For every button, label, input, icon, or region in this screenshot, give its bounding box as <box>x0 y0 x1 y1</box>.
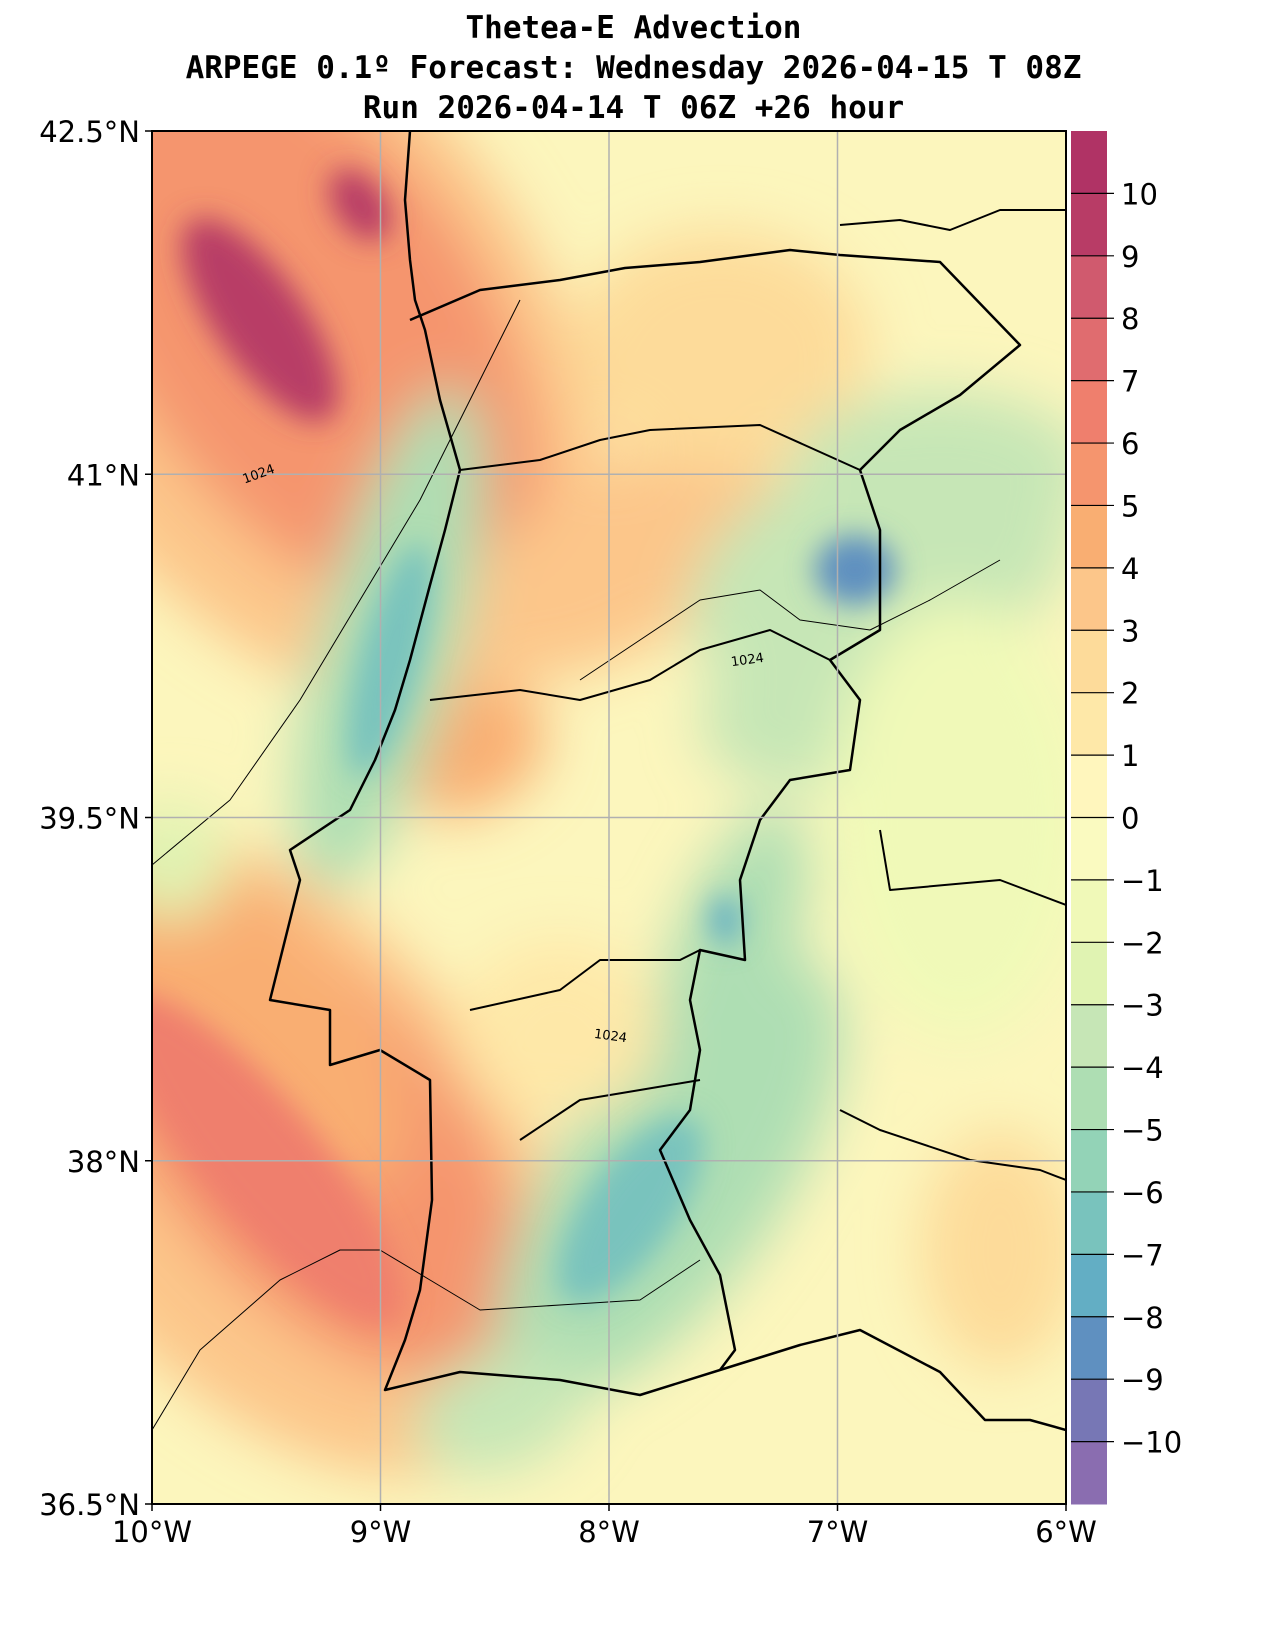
colorbar-band <box>1071 879 1107 943</box>
colorbar-tick-label: 1 <box>1121 739 1139 773</box>
colorbar-tick-label: 10 <box>1121 177 1158 211</box>
field-blob <box>457 440 783 680</box>
colorbar-band <box>1071 692 1107 756</box>
district-border <box>429 629 831 701</box>
colorbar-tick-label: 6 <box>1121 427 1139 461</box>
field-blob <box>700 650 880 790</box>
colorbar-tick-label: 8 <box>1121 302 1139 336</box>
colorbar-tick-label: −9 <box>1121 1363 1164 1397</box>
y-tick-label: 38°N <box>67 1145 140 1179</box>
x-tick-label: 10°W <box>112 1515 192 1549</box>
y-tick-label: 41°N <box>67 458 140 492</box>
colorbar-tick-label: −8 <box>1121 1301 1164 1335</box>
portugal-spain-border <box>409 248 1022 1371</box>
district-border <box>519 1079 701 1141</box>
title-line-1: Thetea-E Advection <box>465 10 802 46</box>
colorbar-band <box>1071 443 1107 506</box>
contour-label: 1024 <box>730 651 765 670</box>
colorbar-tick-label: 3 <box>1121 614 1139 648</box>
colorbar-tick-label: 0 <box>1121 802 1139 836</box>
colorbar-tick-label: −7 <box>1121 1238 1164 1272</box>
colorbar-band <box>1071 255 1107 319</box>
field-blob <box>830 600 1066 1040</box>
y-tick-label: 42.5°N <box>39 115 140 149</box>
colorbar-band <box>1071 1316 1107 1380</box>
colorbar-band <box>1071 131 1107 194</box>
colorbar-band <box>1071 817 1107 881</box>
x-tick-label: 7°W <box>807 1515 869 1549</box>
colorbar-tick-label: −5 <box>1121 1114 1164 1148</box>
district-border <box>469 949 701 1011</box>
colorbar-tick-label: 2 <box>1121 677 1139 711</box>
colorbar-band <box>1071 567 1107 631</box>
colorbar-band <box>1071 318 1107 382</box>
x-tick-label: 9°W <box>350 1515 412 1549</box>
field-core <box>181 218 339 422</box>
coastline <box>268 131 1066 1432</box>
colorbar-tick-label: 9 <box>1121 240 1139 274</box>
colorbar-tick-label: −6 <box>1121 1176 1164 1210</box>
colorbar-band <box>1071 505 1107 569</box>
contour-label: 1024 <box>593 1027 628 1046</box>
colorbar-band <box>1071 1441 1107 1505</box>
colorbar-tick-label: 7 <box>1121 365 1139 399</box>
title-line-3: Run 2026-04-14 T 06Z +26 hour <box>362 90 905 126</box>
colorbar-tick-label: −4 <box>1121 1051 1164 1085</box>
field-core <box>710 895 740 945</box>
field-blob <box>651 808 809 1112</box>
colorbar-band <box>1071 1067 1107 1131</box>
spain-province-border <box>839 209 1066 231</box>
field-blob <box>152 800 230 920</box>
field-blob <box>790 390 1066 550</box>
colorbar-tick-label: −10 <box>1121 1426 1182 1460</box>
colorbar-band <box>1071 1129 1107 1193</box>
colorbar-band <box>1071 1004 1107 1068</box>
colorbar-band <box>1071 630 1107 694</box>
x-tick-label: 8°W <box>578 1515 640 1549</box>
pressure-contour-1024 <box>152 1249 701 1431</box>
colorbar-band <box>1071 1379 1107 1443</box>
colorbar-band <box>1071 1254 1107 1318</box>
field-blob <box>570 230 870 470</box>
field-core <box>815 535 895 605</box>
colorbar-tick-label: −2 <box>1121 926 1164 960</box>
colorbar-tick-label: −1 <box>1121 864 1164 898</box>
colorbar-band <box>1071 193 1107 257</box>
colorbar-band <box>1071 380 1107 444</box>
colorbar-tick-label: 4 <box>1121 552 1139 586</box>
x-tick-label: 6°W <box>1035 1515 1097 1549</box>
colorbar-band <box>1071 1191 1107 1255</box>
title-line-2: ARPEGE 0.1º Forecast: Wednesday 2026-04-… <box>185 50 1082 86</box>
field-core <box>347 543 433 777</box>
district-border <box>459 424 861 471</box>
field-layer <box>152 131 1066 1504</box>
colorbar-band <box>1071 942 1107 1006</box>
field-blob <box>920 1130 1066 1370</box>
y-tick-label: 39.5°N <box>39 802 140 836</box>
field-core <box>329 169 391 241</box>
spain-province-border <box>879 829 1066 906</box>
pressure-contour-1024 <box>579 559 1001 681</box>
colorbar-tick-label: 5 <box>1121 489 1139 523</box>
colorbar-band <box>1071 755 1107 818</box>
colorbar-tick-label: −3 <box>1121 989 1164 1023</box>
pressure-contour-1024 <box>152 299 521 866</box>
y-tick-label: 36.5°N <box>39 1488 140 1522</box>
field-blob <box>460 940 660 1120</box>
